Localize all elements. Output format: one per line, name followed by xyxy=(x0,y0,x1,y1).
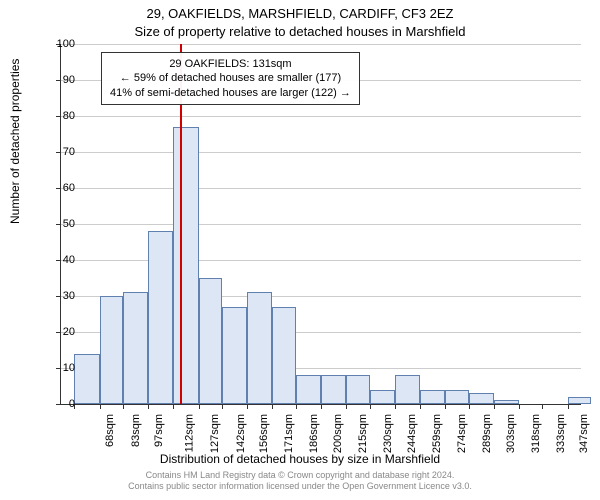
xtick-label: 112sqm xyxy=(184,414,196,452)
xtick-mark xyxy=(370,404,371,409)
xtick-mark xyxy=(568,404,569,409)
gridline xyxy=(61,116,581,117)
annot-line3: 41% of semi-detached houses are larger (… xyxy=(110,86,351,100)
xtick-label: 68sqm xyxy=(104,414,116,447)
gridline xyxy=(61,152,581,153)
bar xyxy=(395,375,420,404)
ytick-label: 10 xyxy=(45,362,75,374)
xtick-label: 274sqm xyxy=(456,414,468,453)
xtick-label: 171sqm xyxy=(283,414,295,453)
footer-line1: Contains HM Land Registry data © Crown c… xyxy=(0,470,600,481)
bar xyxy=(272,307,295,404)
xtick-mark xyxy=(199,404,200,409)
bar xyxy=(199,278,222,404)
ytick-label: 20 xyxy=(45,326,75,338)
ytick-label: 50 xyxy=(45,218,75,230)
bar xyxy=(74,354,99,404)
xtick-label: 83sqm xyxy=(130,414,142,447)
xtick-label: 259sqm xyxy=(431,414,443,453)
xtick-mark xyxy=(445,404,446,409)
xtick-label: 200sqm xyxy=(332,414,344,453)
bar xyxy=(568,397,591,404)
xtick-mark xyxy=(222,404,223,409)
footer-line2: Contains public sector information licen… xyxy=(0,481,600,492)
ytick-label: 90 xyxy=(45,74,75,86)
chart-title-address: 29, OAKFIELDS, MARSHFIELD, CARDIFF, CF3 … xyxy=(0,6,600,21)
bar xyxy=(445,390,468,404)
xtick-mark xyxy=(247,404,248,409)
xtick-label: 156sqm xyxy=(258,414,270,453)
xtick-label: 127sqm xyxy=(210,414,222,453)
xtick-mark xyxy=(100,404,101,409)
xtick-label: 142sqm xyxy=(235,414,247,453)
bar xyxy=(296,375,321,404)
xtick-label: 318sqm xyxy=(530,414,542,453)
xtick-mark xyxy=(395,404,396,409)
plot-area: 29 OAKFIELDS: 131sqm ← 59% of detached h… xyxy=(60,44,581,405)
xtick-mark xyxy=(542,404,543,409)
ytick-label: 30 xyxy=(45,290,75,302)
footer-credits: Contains HM Land Registry data © Crown c… xyxy=(0,470,600,492)
bar xyxy=(222,307,247,404)
gridline xyxy=(61,44,581,45)
xtick-mark xyxy=(519,404,520,409)
annot-line1: 29 OAKFIELDS: 131sqm xyxy=(110,57,351,71)
xtick-mark xyxy=(494,404,495,409)
xtick-mark xyxy=(346,404,347,409)
xtick-label: 215sqm xyxy=(357,414,369,453)
xtick-mark xyxy=(296,404,297,409)
xtick-label: 289sqm xyxy=(481,414,493,453)
xtick-mark xyxy=(469,404,470,409)
annotation-box: 29 OAKFIELDS: 131sqm ← 59% of detached h… xyxy=(101,52,360,105)
bar xyxy=(148,231,173,404)
ytick-label: 80 xyxy=(45,110,75,122)
xtick-mark xyxy=(272,404,273,409)
annot-line2: ← 59% of detached houses are smaller (17… xyxy=(110,71,351,85)
ytick-label: 0 xyxy=(45,398,75,410)
bar xyxy=(247,292,272,404)
xtick-mark xyxy=(123,404,124,409)
bar xyxy=(123,292,148,404)
ytick-label: 60 xyxy=(45,182,75,194)
xtick-mark xyxy=(173,404,174,409)
xtick-label: 333sqm xyxy=(555,414,567,453)
xtick-mark xyxy=(321,404,322,409)
chart-container: 29, OAKFIELDS, MARSHFIELD, CARDIFF, CF3 … xyxy=(0,0,600,500)
xtick-label: 186sqm xyxy=(308,414,320,453)
bar xyxy=(469,393,494,404)
ytick-label: 70 xyxy=(45,146,75,158)
y-axis-label: Number of detached properties xyxy=(8,59,22,224)
bar xyxy=(321,375,346,404)
gridline xyxy=(61,224,581,225)
bar xyxy=(370,390,395,404)
x-axis-label: Distribution of detached houses by size … xyxy=(0,452,600,466)
xtick-label: 347sqm xyxy=(579,414,591,453)
xtick-label: 303sqm xyxy=(505,414,517,453)
ytick-label: 40 xyxy=(45,254,75,266)
bar xyxy=(494,400,519,404)
xtick-mark xyxy=(420,404,421,409)
gridline xyxy=(61,188,581,189)
bar xyxy=(420,390,445,404)
chart-subtitle: Size of property relative to detached ho… xyxy=(0,24,600,39)
bar xyxy=(100,296,123,404)
bar xyxy=(346,375,369,404)
xtick-mark xyxy=(148,404,149,409)
xtick-label: 244sqm xyxy=(406,414,418,453)
gridline xyxy=(61,260,581,261)
xtick-label: 230sqm xyxy=(382,414,394,453)
bar xyxy=(173,127,198,404)
xtick-label: 97sqm xyxy=(153,414,165,447)
ytick-label: 100 xyxy=(45,38,75,50)
